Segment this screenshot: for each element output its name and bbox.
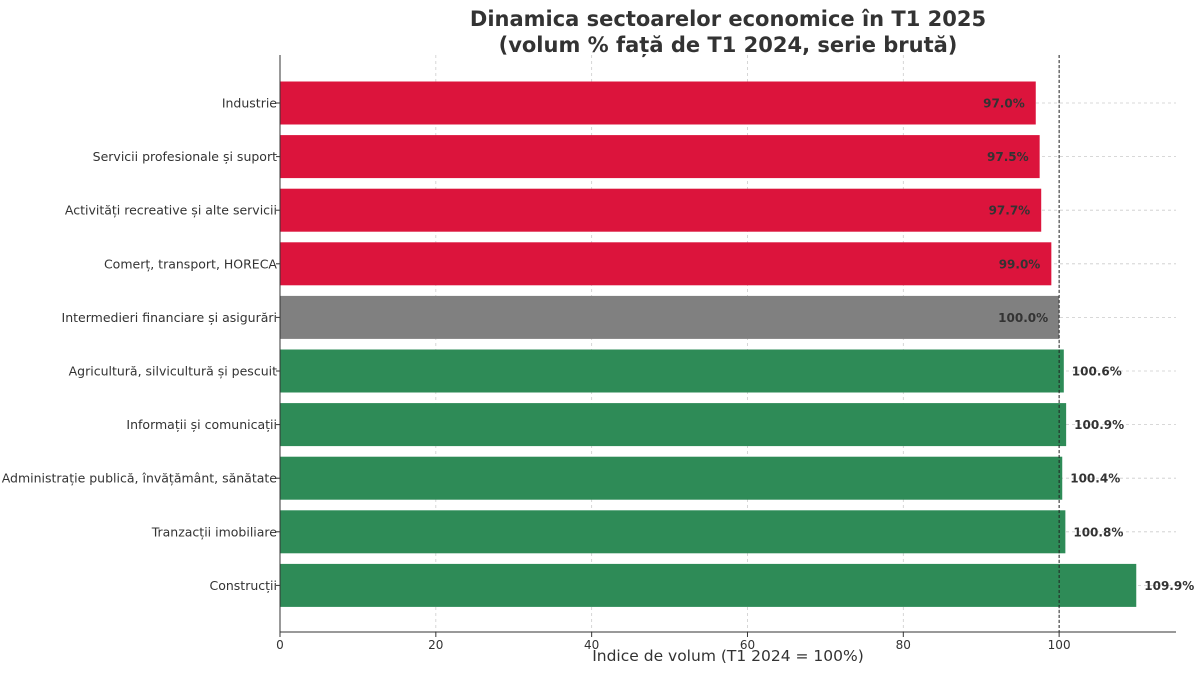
category-label: Construcții <box>210 578 278 593</box>
category-label: Intermedieri financiare și asigurări <box>62 310 277 325</box>
x-tick-label: 0 <box>276 638 284 652</box>
value-label: 97.7% <box>989 204 1031 218</box>
value-label: 97.0% <box>983 97 1025 111</box>
x-tick-label: 80 <box>896 638 911 652</box>
bar <box>280 81 1036 125</box>
bar <box>280 510 1066 554</box>
x-tick-label: 20 <box>428 638 443 652</box>
category-label: Tranzacții imobiliare <box>151 524 278 539</box>
x-tick-label: 100 <box>1048 638 1071 652</box>
bar <box>280 242 1052 286</box>
category-label: Agricultură, silvicultură și pescuit <box>69 364 277 379</box>
category-label: Industrie <box>222 96 277 111</box>
category-label: Activități recreative și alte servicii <box>65 203 277 218</box>
chart-subtitle: (volum % față de T1 2024, serie brută) <box>498 33 958 57</box>
value-label: 100.0% <box>998 311 1048 325</box>
bar <box>280 135 1040 179</box>
value-label: 109.9% <box>1144 579 1194 593</box>
category-label: Comerț, transport, HORECA <box>104 256 277 271</box>
value-label: 100.6% <box>1072 365 1122 379</box>
category-label: Administrație publică, învățământ, sănăt… <box>2 471 278 486</box>
category-label: Informații și comunicații <box>126 417 277 432</box>
bar <box>280 295 1060 339</box>
x-tick-label: 60 <box>740 638 755 652</box>
value-label: 97.5% <box>987 150 1029 164</box>
bar <box>280 188 1042 232</box>
value-label: 100.9% <box>1074 418 1124 432</box>
value-label: 100.8% <box>1073 525 1123 539</box>
bar <box>280 349 1064 393</box>
category-label: Servicii profesionale și suport <box>93 149 277 164</box>
x-axis-label: Indice de volum (T1 2024 = 100%) <box>592 647 864 665</box>
chart-title: Dinamica sectoarelor economice în T1 202… <box>469 7 987 31</box>
value-label: 99.0% <box>999 257 1041 271</box>
value-label: 100.4% <box>1070 472 1120 486</box>
bar <box>280 456 1063 500</box>
bar <box>280 403 1067 447</box>
bar <box>280 563 1137 607</box>
x-tick-label: 40 <box>584 638 599 652</box>
